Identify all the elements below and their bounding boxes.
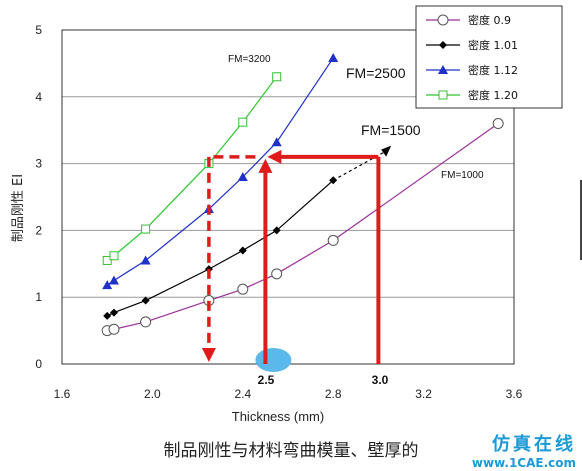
highlight-blob [255,348,292,372]
series-line [106,57,334,286]
data-point [108,275,119,285]
data-point [109,251,119,261]
watermark: 仿真在线 www.1CAE.com [472,430,576,470]
series [101,118,504,337]
data-point [492,118,504,130]
fm-label-2500: FM=2500 [346,65,406,81]
data-point [271,268,283,280]
x-axis-title: Thickness (mm) [232,409,324,424]
legend-label: 密度 1.12 [468,63,518,77]
data-point [272,72,282,82]
arrow-3-0-head [267,149,282,164]
data-point [102,280,113,290]
y-tick-label: 4 [35,90,42,104]
data-point [438,90,448,100]
dashed-down-head [201,348,216,362]
arrow-2-5-head [258,158,273,173]
page-edge-bar [580,180,582,260]
data-point [140,255,151,265]
watermark-url: www.1CAE.com [471,456,576,470]
y-tick-label: 5 [35,23,42,37]
fm-label-1000: FM=1000 [441,170,484,181]
chart: 0 1 2 3 4 5 1.6 2.0 2.4 2.8 3.2 3.6 制品刚性 EI Thickne… [11,5,563,424]
legend-label: 密度 1.01 [468,38,518,52]
series [102,72,282,265]
data-point [140,316,152,328]
marked-x-2-5: 2.5 [258,373,275,387]
x-tick-label: 2.4 [234,387,251,401]
x-tick-label: 2.8 [325,387,342,401]
marked-x-3-0: 3.0 [372,373,389,387]
data-point [102,255,112,265]
legend-label: 密度 1.20 [468,88,518,102]
x-tick-label: 2.0 [144,387,161,401]
y-tick-label: 0 [35,357,42,371]
figure-caption: 制品刚性与材料弯曲模量、壁厚的 [163,441,419,461]
data-point [108,323,120,335]
data-point [103,311,112,320]
data-point [109,308,118,317]
data-point [328,53,339,63]
extension-arrowhead [381,145,392,157]
x-tick-label: 1.6 [54,387,71,401]
data-point [439,41,447,49]
data-point [238,117,248,127]
data-point [437,14,449,26]
data-point [141,296,150,305]
series [102,53,339,290]
y-tick-label: 1 [35,290,42,304]
fm-label-3200: FM=3200 [228,54,271,65]
y-tick-label: 2 [35,223,42,237]
tick-labels: 0 1 2 3 4 5 1.6 2.0 2.4 2.8 3.2 3.6 [35,23,522,401]
legend: 密度 0.9 密度 1.01 密度 1.12 密度 1.20 [415,5,563,109]
data-point [141,224,151,234]
annotation-arrows [201,145,392,372]
legend-label: 密度 0.9 [468,13,511,27]
data-point [271,137,282,147]
watermark-title: 仿真在线 [492,434,576,455]
data-point [327,234,339,246]
fm-label-1500: FM=1500 [361,122,421,138]
series-layer [101,53,504,337]
x-tick-label: 3.6 [506,387,523,401]
data-point [237,283,249,295]
y-axis-title: 制品刚性 EI [11,174,26,242]
data-point [238,246,247,255]
data-point [272,226,281,235]
y-tick-label: 3 [35,157,42,171]
x-tick-label: 3.2 [415,387,432,401]
series-line [107,123,499,332]
series-line [106,179,334,317]
data-point [438,65,448,74]
data-point [237,171,248,181]
